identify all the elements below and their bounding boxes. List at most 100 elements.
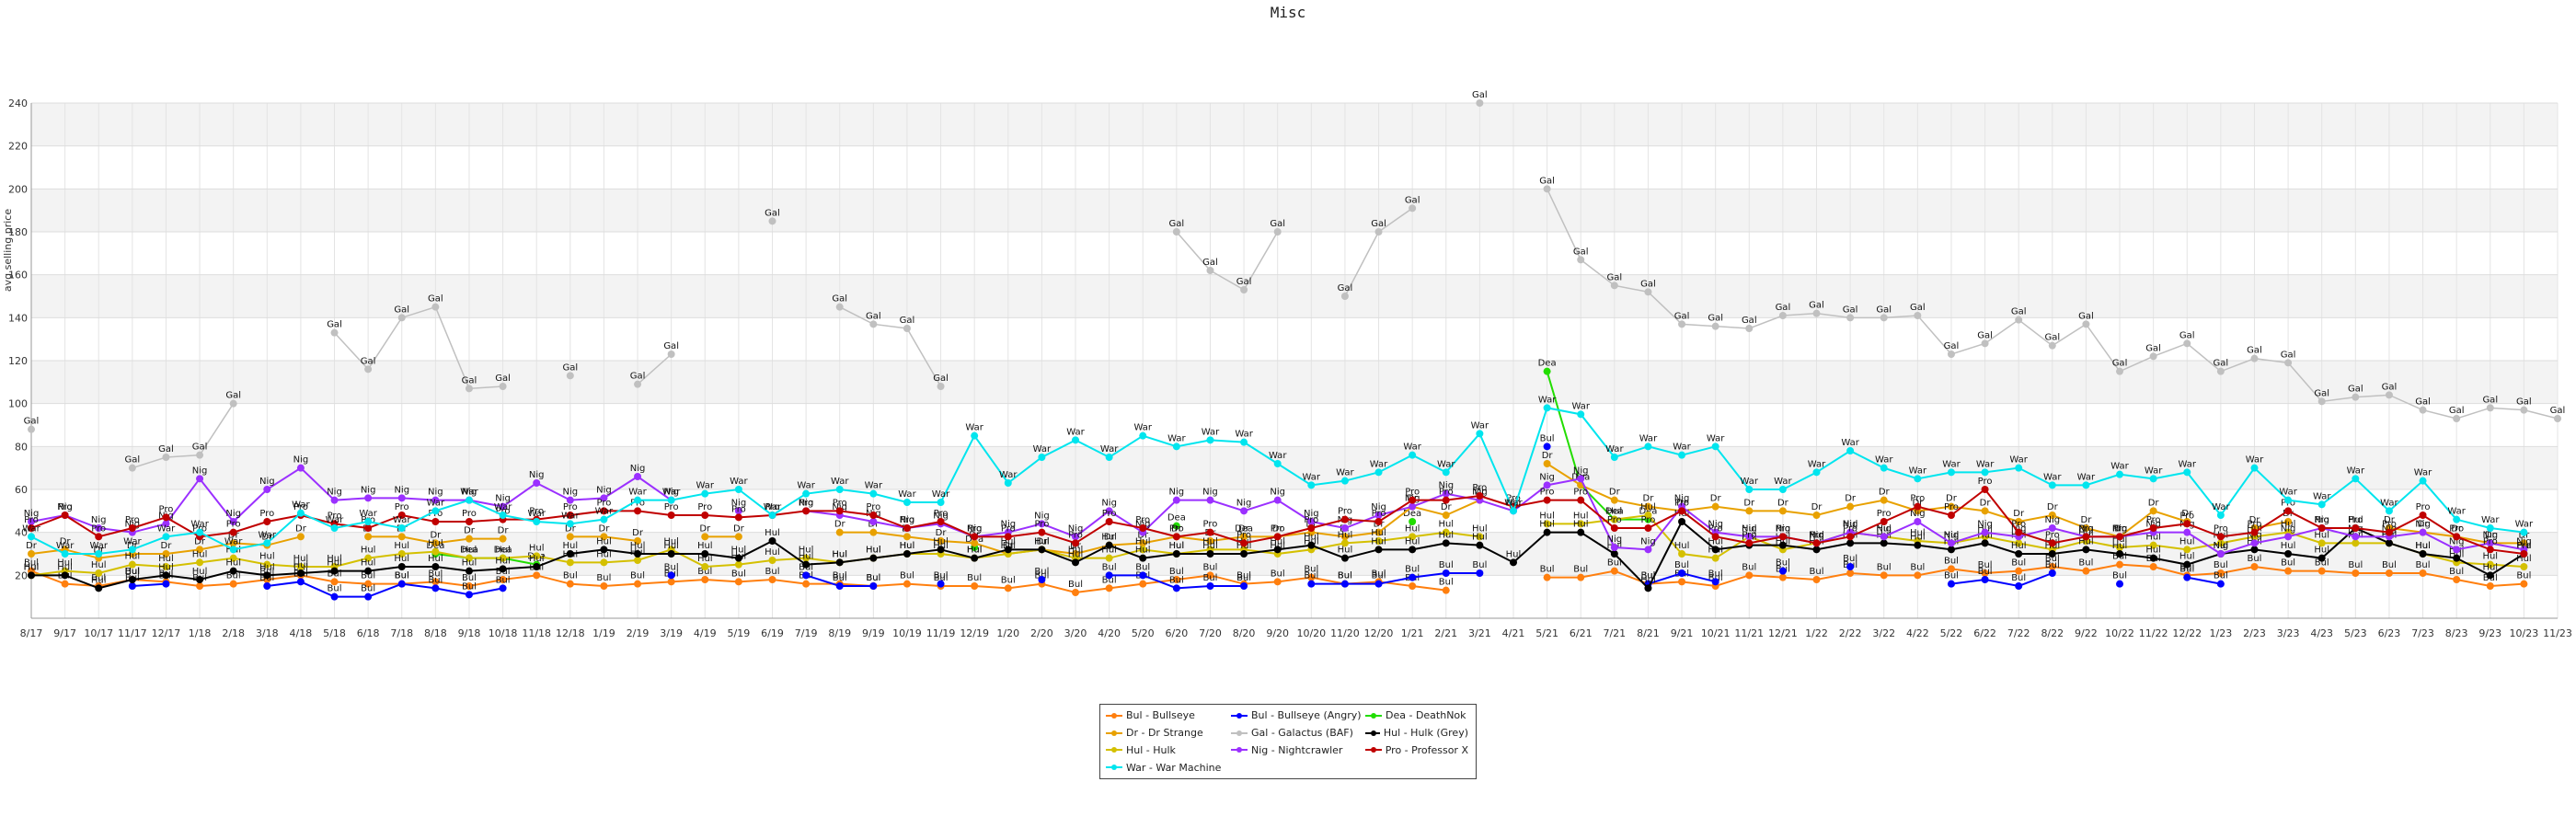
data-point [1947, 351, 1955, 358]
data-label: Bul [2011, 558, 2026, 569]
data-label: Nig [1068, 523, 1084, 534]
data-label: War [460, 488, 478, 498]
data-point [1476, 430, 1484, 438]
data-label: Bul [731, 569, 746, 579]
data-point [2317, 554, 2326, 562]
data-point [2216, 550, 2225, 558]
data-label: Gal [361, 356, 376, 366]
series-line [2254, 521, 2289, 529]
data-point [1711, 502, 1719, 511]
data-label: Bul [1640, 571, 1655, 581]
data-label: War [1774, 477, 1792, 487]
data-label: Gal [428, 294, 443, 305]
x-tick-label: 10/21 [1701, 627, 1731, 639]
data-point [1409, 451, 1417, 459]
data-label: Hul [1910, 528, 1926, 538]
legend-swatch [1231, 711, 1248, 720]
data-point [1442, 512, 1450, 519]
data-point [2284, 533, 2293, 541]
data-point [431, 539, 440, 547]
data-point [533, 563, 541, 570]
data-point [1340, 554, 1349, 562]
data-point [600, 582, 608, 590]
data-label: War [2380, 498, 2398, 508]
data-label: Pro [2516, 541, 2531, 551]
data-label: Dr [1980, 498, 1992, 508]
data-point [600, 558, 608, 567]
data-point [2317, 500, 2326, 509]
data-point [1711, 322, 1719, 330]
x-tick-label: 1/18 [189, 627, 212, 639]
x-tick-label: 9/18 [458, 627, 481, 639]
data-label: Nig [1539, 472, 1555, 482]
data-point [465, 535, 473, 543]
data-point [2149, 352, 2157, 361]
data-label: Dr [261, 533, 273, 543]
data-point [667, 496, 675, 504]
grid-band [31, 103, 2558, 146]
data-point [2048, 539, 2056, 547]
data-label: Gal [1236, 277, 1252, 287]
data-label: War [259, 530, 277, 540]
data-label: Gal [1977, 330, 1993, 340]
data-point [1543, 460, 1551, 467]
data-point [1610, 550, 1618, 558]
data-label: Pro [1372, 509, 1386, 519]
data-label: Pro [967, 523, 982, 534]
data-label: Bul [833, 571, 847, 581]
data-point [1981, 539, 1989, 547]
data-point [566, 512, 574, 519]
data-label: Gal [327, 320, 342, 330]
data-point [1004, 546, 1012, 554]
data-label: War [1202, 427, 1220, 437]
x-tick-label: 9/21 [1671, 627, 1694, 639]
data-label: Hul [462, 546, 477, 556]
data-point [1072, 533, 1080, 541]
data-point [1610, 454, 1618, 461]
data-point [1778, 486, 1787, 493]
data-label: Nig [731, 498, 747, 508]
data-point [296, 578, 305, 586]
data-label: Hul [529, 554, 545, 564]
data-point [397, 533, 406, 541]
data-label: Nig [1236, 498, 1252, 508]
data-label: Pro [1102, 509, 1117, 519]
series-line [839, 305, 942, 387]
data-label: Hul [394, 541, 409, 551]
data-label: Pro [900, 515, 914, 525]
data-point [2250, 563, 2259, 570]
data-label: War [2447, 507, 2466, 517]
x-tick-label: 8/17 [20, 627, 43, 639]
data-label: Hul [562, 541, 578, 551]
data-label: Bul [2179, 565, 2194, 575]
data-point [2419, 528, 2427, 536]
data-label: Hul [596, 536, 612, 546]
data-label: Hul [2179, 552, 2195, 562]
data-label: Gal [1674, 311, 1690, 321]
data-label: Bul [1102, 562, 1117, 572]
data-label: Bul [1540, 433, 1555, 443]
data-point [2250, 528, 2259, 536]
data-point [1476, 492, 1484, 500]
data-point [229, 518, 237, 525]
data-label: Bul [1169, 567, 1184, 577]
data-label: Hul [1843, 520, 1858, 530]
legend-swatch [1231, 745, 1248, 754]
data-point [835, 582, 844, 590]
data-point [1442, 489, 1450, 498]
data-point [1981, 528, 1989, 536]
x-tick-label: 6/23 [2378, 627, 2401, 639]
data-label: Hul [495, 556, 511, 566]
data-label: Hul [2078, 536, 2094, 546]
series-line [1950, 572, 2053, 588]
data-point [2048, 341, 2056, 350]
series-line [805, 477, 2524, 556]
x-tick-label: 11/20 [1330, 627, 1360, 639]
data-point [1981, 486, 1989, 493]
data-label: Hul [1034, 536, 1050, 546]
data-label: War [1605, 444, 1624, 454]
data-point [2149, 524, 2157, 532]
data-label: War [2279, 488, 2297, 498]
data-point [263, 582, 271, 590]
data-point [937, 383, 945, 390]
